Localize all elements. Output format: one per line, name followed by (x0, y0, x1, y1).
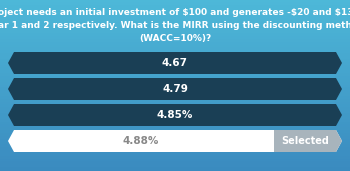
Bar (0, 51, 350, 54)
Bar (0, 74, 350, 77)
Polygon shape (8, 78, 342, 100)
Bar (0, 71, 350, 74)
Bar (0, 31, 350, 34)
Bar (0, 57, 350, 60)
Bar (0, 80, 350, 83)
Bar (0, 60, 350, 63)
Bar (0, 165, 350, 168)
Polygon shape (8, 104, 342, 126)
Text: 4.88%: 4.88% (123, 136, 159, 146)
Bar (0, 9, 350, 11)
Bar (0, 125, 350, 128)
Bar (0, 63, 350, 65)
Bar (0, 157, 350, 160)
Bar (0, 162, 350, 165)
Bar (0, 120, 350, 123)
Text: Selected: Selected (281, 136, 329, 146)
Bar (0, 37, 350, 40)
Bar (0, 160, 350, 162)
Bar (0, 14, 350, 17)
Bar (0, 134, 350, 137)
Bar (0, 128, 350, 131)
Bar (0, 108, 350, 111)
Bar (0, 68, 350, 71)
Bar (0, 148, 350, 151)
Bar (0, 83, 350, 86)
Bar (0, 103, 350, 106)
Bar (0, 54, 350, 57)
Bar (0, 65, 350, 68)
Text: 4.79: 4.79 (162, 84, 188, 94)
Bar (0, 3, 350, 6)
Text: year 1 and 2 respectively. What is the MIRR using the discounting method: year 1 and 2 respectively. What is the M… (0, 21, 350, 30)
Bar (0, 91, 350, 94)
Bar (0, 111, 350, 114)
Text: (WACC=10%)?: (WACC=10%)? (139, 34, 211, 43)
Bar (0, 106, 350, 108)
Bar (0, 97, 350, 100)
Bar (0, 26, 350, 29)
Bar (0, 168, 350, 171)
Bar (0, 34, 350, 37)
Bar (0, 11, 350, 14)
Bar (0, 142, 350, 145)
Bar (0, 29, 350, 31)
Bar (0, 137, 350, 140)
Text: 4.67: 4.67 (162, 58, 188, 68)
Bar (0, 94, 350, 97)
Polygon shape (8, 52, 342, 74)
Bar (0, 114, 350, 117)
Bar (0, 43, 350, 46)
Polygon shape (274, 130, 342, 152)
Bar (0, 17, 350, 20)
Bar (0, 88, 350, 91)
Bar (0, 154, 350, 157)
Bar (0, 20, 350, 23)
Bar (0, 131, 350, 134)
Bar (0, 48, 350, 51)
Bar (0, 117, 350, 120)
Bar (0, 6, 350, 9)
Bar (0, 151, 350, 154)
Text: A project needs an initial investment of $100 and generates -$20 and $130 in: A project needs an initial investment of… (0, 8, 350, 17)
Bar (0, 0, 350, 3)
Text: 4.85%: 4.85% (157, 110, 193, 120)
Bar (0, 77, 350, 80)
Bar (0, 100, 350, 103)
Bar (0, 140, 350, 142)
Bar (0, 86, 350, 88)
Bar (0, 46, 350, 48)
Bar (0, 123, 350, 125)
Bar (0, 40, 350, 43)
Bar (0, 23, 350, 26)
Bar (0, 145, 350, 148)
Polygon shape (8, 130, 342, 152)
